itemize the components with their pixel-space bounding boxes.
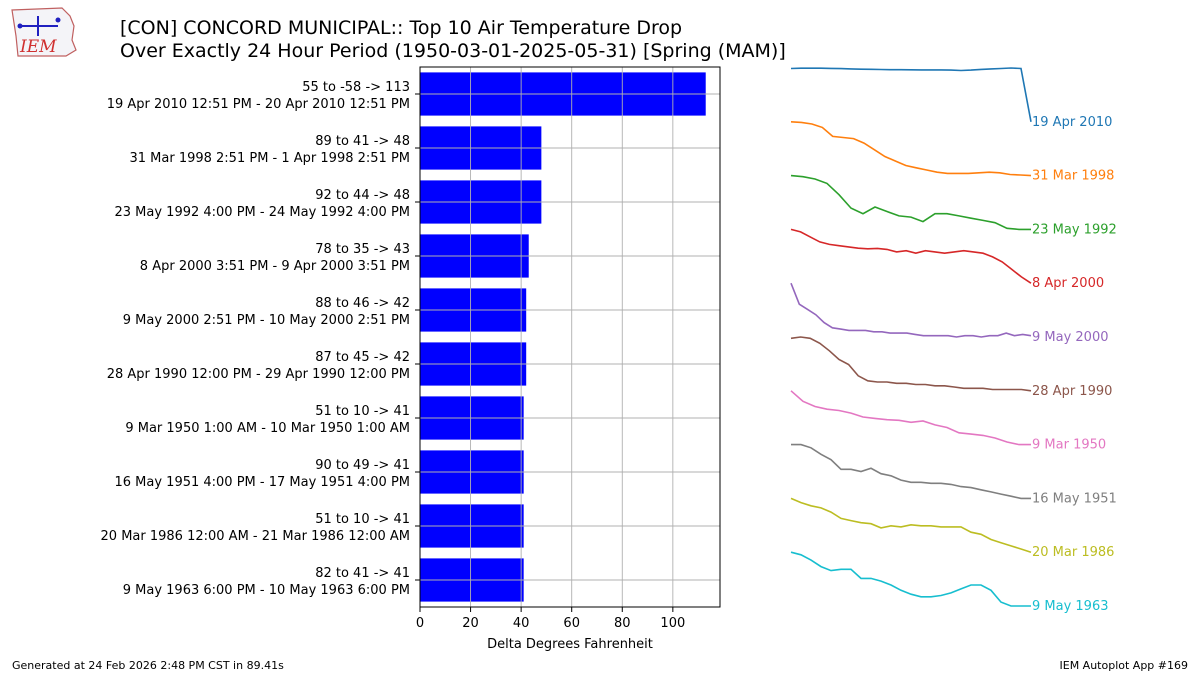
plot-frame [419,66,721,608]
sparkline-label: 28 Apr 1990 [1032,384,1112,399]
sparkline [791,443,1031,500]
x-tick-label: 60 [563,616,580,631]
sparkline [790,282,1032,338]
sparkline-label: 8 Apr 2000 [1032,276,1104,291]
sparkline-label: 20 Mar 1986 [1032,545,1114,560]
sparkline-label: 23 May 1992 [1032,222,1117,237]
footer-app: IEM Autoplot App #169 [1059,659,1189,672]
y-tick-label-period: 9 Mar 1950 1:00 AM - 10 Mar 1950 1:00 AM [125,421,410,436]
sparkline [790,336,1032,392]
sparkline-label: 16 May 1951 [1032,491,1117,506]
y-tick-label-range: 88 to 46 -> 42 [315,296,410,311]
y-tick-label-range: 82 to 41 -> 41 [315,566,410,581]
y-tick-label-range: 90 to 49 -> 41 [315,458,410,473]
y-tick-label-range: 87 to 45 -> 42 [315,350,410,365]
sparkline-label: 9 Mar 1950 [1032,438,1106,453]
title-line-2: Over Exactly 24 Hour Period (1950-03-01-… [120,40,786,62]
x-tick-label: 0 [416,616,424,631]
y-tick-label-period: 8 Apr 2000 3:51 PM - 9 Apr 2000 3:51 PM [140,259,410,274]
y-tick-label-period: 28 Apr 1990 12:00 PM - 29 Apr 1990 12:00… [107,367,410,382]
sparklines-group: 19 Apr 2010 31 Mar 1998 23 May 1992 8 Apr 2… [790,67,1117,614]
sparkline-label: 9 May 2000 [1032,330,1109,345]
sparkline [790,497,1032,553]
y-tick-label-range: 51 to 10 -> 41 [315,512,410,527]
y-tick-label-period: 23 May 1992 4:00 PM - 24 May 1992 4:00 P… [114,205,410,220]
sparkline [790,174,1031,231]
sparkline-label: 31 Mar 1998 [1032,169,1114,184]
footer-generated: Generated at 24 Feb 2026 2:48 PM CST in … [12,659,284,672]
y-tick-label-period: 9 May 1963 6:00 PM - 10 May 1963 6:00 PM [123,583,410,598]
sparkline-label: 19 Apr 2010 [1032,115,1112,130]
y-tick-label-period: 9 May 2000 2:51 PM - 10 May 2000 2:51 PM [123,313,410,328]
x-axis-label: Delta Degrees Fahrenheit [487,637,653,652]
x-tick-label: 80 [614,616,631,631]
chart-title: [CON] CONCORD MUNICIPAL:: Top 10 Air Tem… [120,17,786,63]
x-tick-label: 20 [462,616,479,631]
bars-group [420,72,720,602]
sparkline [790,121,1032,177]
iem-logo: IEM [8,6,80,64]
y-tick-label-period: 16 May 1951 4:00 PM - 17 May 1951 4:00 P… [114,475,410,490]
y-tick-label-range: 51 to 10 -> 41 [315,404,410,419]
sparkline [790,228,1032,284]
title-line-1: [CON] CONCORD MUNICIPAL:: Top 10 Air Tem… [120,17,683,39]
sparkline [790,551,1031,607]
y-tick-label-range: 89 to 41 -> 48 [315,134,410,149]
y-axis: 55 to -58 -> 113 19 Apr 2010 12:51 PM - 2… [101,80,420,598]
x-tick-label: 40 [513,616,530,631]
y-tick-label-period: 20 Mar 1986 12:00 AM - 21 Mar 1986 12:00… [101,529,410,544]
sparkline [790,67,1032,122]
svg-text:IEM: IEM [19,37,57,57]
y-tick-label-range: 92 to 44 -> 48 [315,188,410,203]
x-tick-label: 100 [660,616,685,631]
y-tick-label-period: 31 Mar 1998 2:51 PM - 1 Apr 1998 2:51 PM [129,151,410,166]
x-axis: 0 20 40 60 80 100 [416,607,685,631]
y-tick-label-range: 55 to -58 -> 113 [302,80,410,95]
y-tick-label-range: 78 to 35 -> 43 [315,242,410,257]
y-tick-label-period: 19 Apr 2010 12:51 PM - 20 Apr 2010 12:51… [107,97,410,112]
sparkline-label: 9 May 1963 [1032,599,1109,614]
sparkline [790,390,1031,446]
